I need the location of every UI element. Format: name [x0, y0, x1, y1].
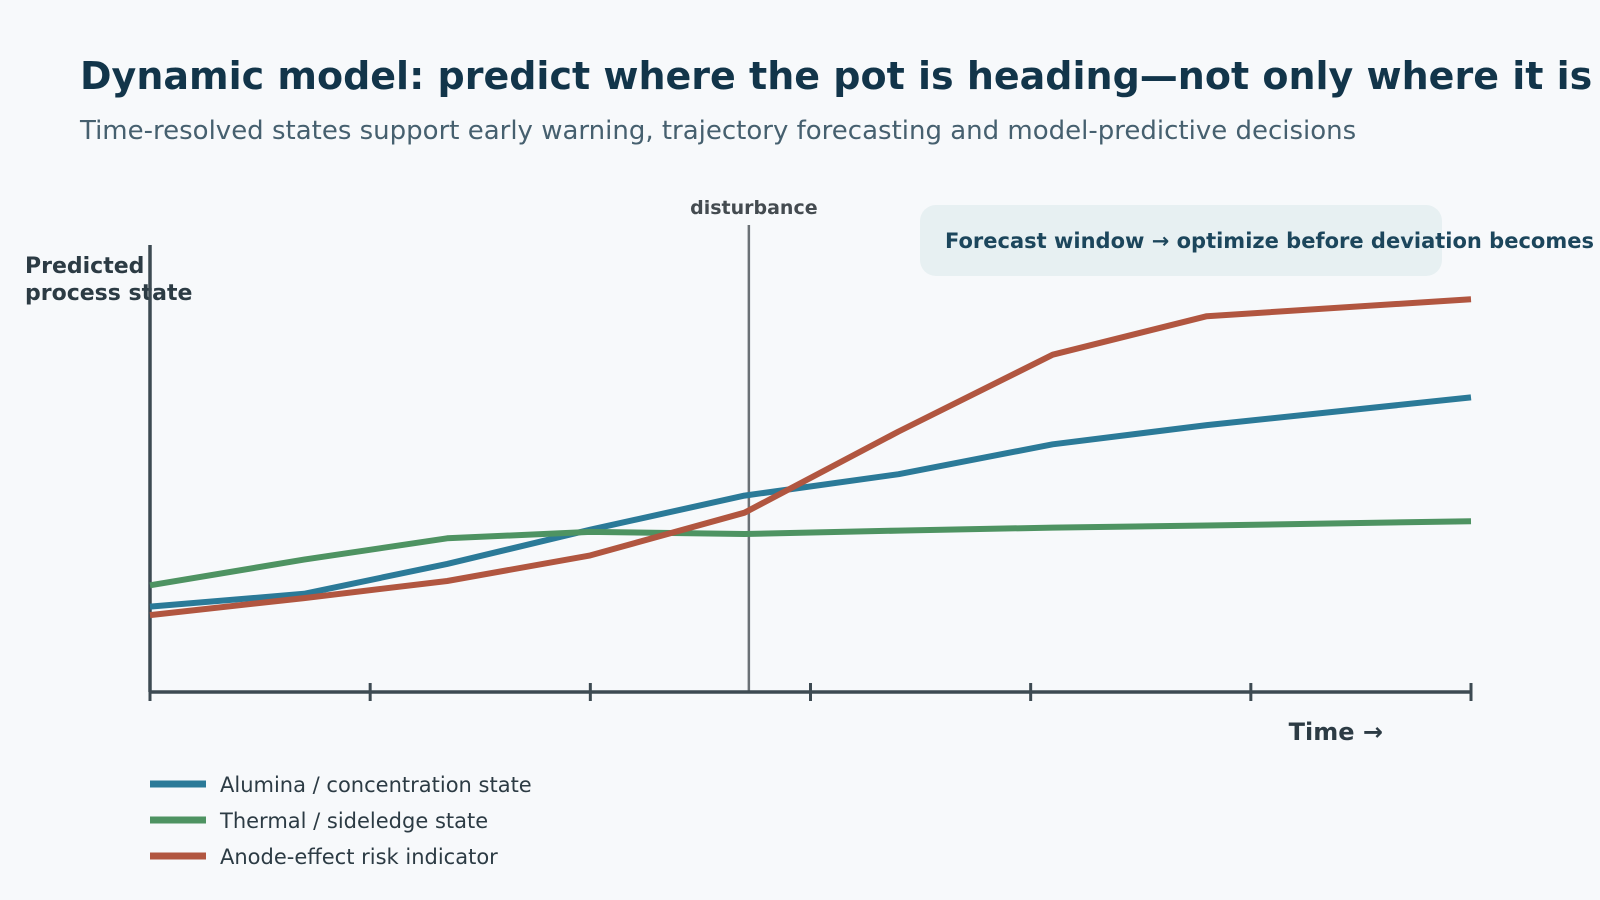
x-axis-ticks — [148, 683, 1473, 701]
series-group — [149, 296, 1472, 619]
forecast-callout: Forecast window → optimize before deviat… — [920, 205, 1600, 276]
forecast-window-label: Forecast window → optimize before deviat… — [945, 229, 1600, 253]
x-axis-label: Time → — [1289, 718, 1383, 746]
legend-label-1: Thermal / sideledge state — [219, 809, 488, 833]
page-title: Dynamic model: predict where the pot is … — [80, 54, 1593, 98]
disturbance-marker: disturbance — [690, 197, 818, 692]
legend: Alumina / concentration state Thermal / s… — [150, 773, 532, 869]
disturbance-label: disturbance — [690, 197, 818, 219]
series-line-2 — [149, 296, 1472, 619]
legend-label-2: Anode-effect risk indicator — [220, 845, 498, 869]
forecast-window-box — [920, 205, 1442, 276]
series-line-1 — [149, 518, 1472, 589]
y-axis-label-line-1: Predicted — [25, 254, 144, 279]
series-line-0 — [149, 394, 1472, 610]
legend-label-0: Alumina / concentration state — [220, 773, 532, 797]
y-axis-label-line-2: process state — [25, 281, 192, 306]
page-subtitle: Time-resolved states support early warni… — [80, 116, 1357, 146]
